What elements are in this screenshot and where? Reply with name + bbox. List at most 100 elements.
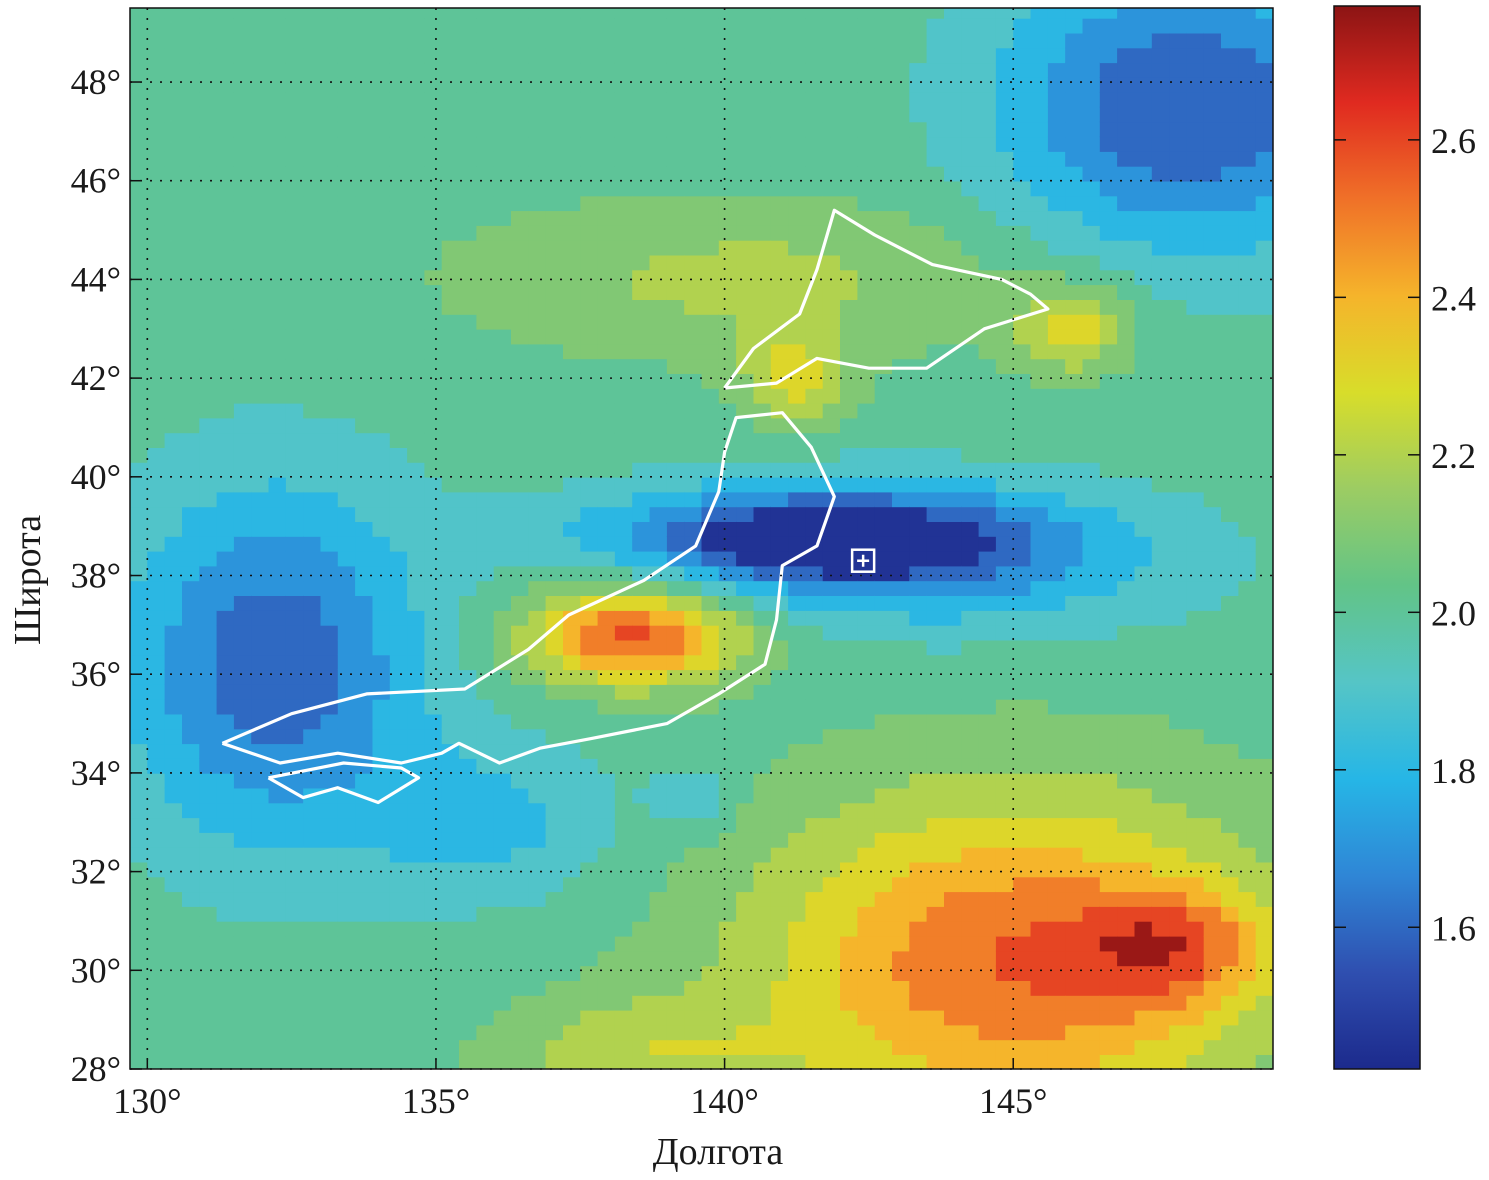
field-cell: [251, 195, 270, 212]
field-cell: [1030, 225, 1049, 241]
field-cell: [961, 506, 980, 522]
field-cell: [1065, 654, 1084, 671]
field-cell: [233, 669, 252, 685]
field-cell: [528, 758, 547, 774]
field-cell: [1273, 758, 1291, 774]
field-cell: [1151, 802, 1170, 819]
field-cell: [476, 1024, 495, 1041]
field-cell: [563, 521, 582, 537]
field-cell: [476, 91, 495, 108]
field-cell: [1273, 462, 1291, 478]
field-cell: [459, 47, 478, 64]
field-cell: [493, 787, 512, 804]
field-cell: [961, 402, 980, 419]
field-cell: [511, 210, 530, 226]
field-cell: [580, 550, 599, 567]
field-cell: [944, 17, 963, 34]
field-cell: [147, 402, 166, 419]
field-cell: [337, 462, 356, 478]
field-cell: [285, 491, 304, 508]
field-cell: [926, 195, 945, 212]
field-cell: [926, 388, 945, 404]
field-cell: [476, 506, 495, 522]
field-cell: [632, 950, 651, 967]
field-cell: [649, 432, 668, 448]
field-cell: [666, 580, 685, 596]
field-cell: [389, 195, 408, 212]
field-cell: [978, 728, 997, 745]
field-cell: [1221, 610, 1240, 626]
field-cell: [718, 358, 737, 374]
field-cell: [147, 743, 166, 759]
field-cell: [1238, 417, 1257, 434]
field-cell: [493, 521, 512, 537]
field-cell: [788, 758, 807, 774]
field-cell: [632, 136, 651, 152]
field-cell: [1221, 328, 1240, 345]
field-cell: [1273, 521, 1291, 537]
field-cell: [337, 1024, 356, 1041]
field-cell: [130, 314, 149, 330]
field-cell: [545, 254, 564, 271]
field-cell: [874, 846, 893, 863]
field-cell: [892, 417, 911, 434]
field-cell: [1221, 684, 1240, 700]
field-cell: [892, 743, 911, 759]
field-cell: [632, 491, 651, 508]
field-cell: [1255, 743, 1273, 759]
field-cell: [268, 32, 287, 49]
field-cell: [788, 610, 807, 626]
field-cell: [1082, 995, 1101, 1011]
field-cell: [528, 1009, 547, 1026]
field-cell: [303, 447, 322, 463]
field-cell: [511, 1054, 530, 1069]
field-cell: [1013, 343, 1032, 360]
field-cell: [372, 772, 391, 789]
field-cell: [545, 17, 564, 34]
field-cell: [337, 965, 356, 981]
field-cell: [822, 817, 841, 833]
field-cell: [476, 210, 495, 226]
field-cell: [1134, 698, 1153, 715]
field-cell: [614, 1039, 633, 1055]
field-cell: [736, 328, 755, 345]
field-cell: [199, 580, 218, 596]
field-cell: [511, 432, 530, 448]
field-cell: [528, 654, 547, 671]
field-cell: [493, 610, 512, 626]
field-cell: [666, 595, 685, 611]
field-cell: [649, 950, 668, 967]
field-cell: [580, 195, 599, 212]
field-cell: [1065, 921, 1084, 937]
field-cell: [528, 388, 547, 404]
field-cell: [372, 965, 391, 981]
field-cell: [892, 832, 911, 848]
field-cell: [961, 314, 980, 330]
field-cell: [303, 180, 322, 197]
field-cell: [684, 417, 703, 434]
field-cell: [1030, 861, 1049, 878]
field-cell: [1273, 284, 1291, 300]
field-cell: [164, 447, 183, 463]
field-cell: [701, 299, 720, 315]
field-cell: [840, 32, 859, 49]
field-cell: [563, 47, 582, 64]
field-cell: [666, 165, 685, 182]
field-cell: [233, 980, 252, 996]
field-cell: [597, 965, 616, 981]
field-cell: [303, 136, 322, 152]
field-cell: [597, 832, 616, 848]
field-cell: [666, 846, 685, 863]
field-cell: [684, 1009, 703, 1026]
field-cell: [736, 921, 755, 937]
field-cell: [1065, 906, 1084, 922]
field-cell: [424, 121, 443, 138]
field-cell: [441, 299, 460, 315]
field-cell: [164, 299, 183, 315]
field-cell: [233, 388, 252, 404]
field-cell: [303, 417, 322, 434]
field-cell: [753, 550, 772, 567]
field-cell: [407, 269, 426, 286]
field-cell: [545, 536, 564, 552]
field-cell: [303, 343, 322, 360]
